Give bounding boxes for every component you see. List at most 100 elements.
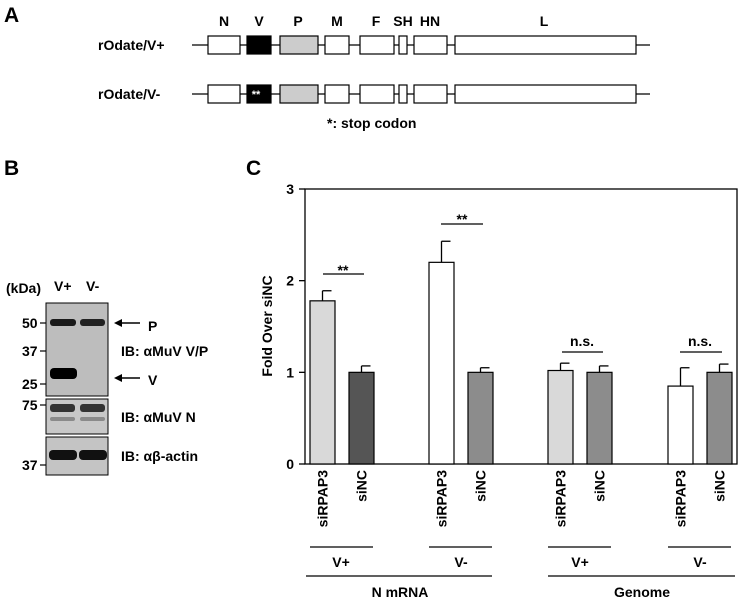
gene-box-n [207,84,241,104]
mw-markers: 50 37 25 75 37 [22,315,46,473]
panel-a: A N V P M F SH HN L rOdate/V+ rOdate/V- [4,4,650,131]
category-label-sirpap3: siRPAP3 [434,470,450,528]
mw-marker-37-actin: 37 [22,457,38,473]
gene-name-n: N [219,13,229,29]
stop-codon-footnote: *: stop codon [327,115,416,131]
arrow-v-head [114,374,122,382]
super-label-nmrna: N mRNA [372,584,429,600]
y-tick-label: 0 [286,456,294,472]
construct-label: rOdate/V- [98,86,161,102]
blot-label-actin: IB: αβ-actin [121,448,198,464]
y-tick-label: 2 [286,273,294,289]
group-label-genome-v-plus: V+ [571,554,589,570]
category-label-sinc: siNC [712,470,728,502]
gene-box-l [454,35,637,55]
group-label-nmrna-v-plus: V+ [332,554,350,570]
kda-unit-label: (kDa) [6,280,41,296]
bar-sinc [467,371,494,465]
gene-name-v: V [254,13,264,29]
bar-sinc [586,371,613,465]
bar-series [309,240,733,465]
group-label-genome-v-minus: V- [693,554,707,570]
category-label-sirpap3: siRPAP3 [315,470,331,528]
blot-label-v-p: IB: αMuV V/P [121,343,208,359]
gene-name-row: N V P M F SH HN L [219,13,549,29]
category-label-sinc: siNC [473,470,489,502]
arrow-p-head [114,319,122,327]
band-n-faint-v-plus [50,417,75,421]
gene-box-f [359,35,395,55]
lane-label-v-plus: V+ [54,278,72,294]
mw-marker-50: 50 [22,315,38,331]
sig-label-nmrna-v-plus: ** [338,262,349,278]
group-brackets: V+ V- V+ V- N mRNA Genome [306,546,735,600]
sig-label-genome-v-plus: n.s. [570,333,594,349]
category-label-sirpap3: siRPAP3 [673,470,689,528]
arrow-label-p: P [148,318,157,334]
y-tick-label: 1 [286,364,294,380]
blot-v-p [45,302,109,397]
band-p-v-plus [50,319,76,326]
band-p-v-minus [80,319,105,326]
mw-marker-75: 75 [22,397,38,413]
band-arrows: P V [114,318,158,388]
category-labels: siRPAP3 siNC siRPAP3 siNC siRPAP3 siNC siRPAP3… [315,470,728,528]
y-tick-label: 3 [286,181,294,197]
gene-box-n [207,35,241,55]
gene-box-sh [398,84,408,104]
sig-label-genome-v-minus: n.s. [688,333,712,349]
gene-name-p: P [293,13,302,29]
panel-a-letter: A [4,4,19,27]
band-v-v-plus [50,368,77,379]
panel-b-letter: B [4,157,19,180]
gene-name-l: L [540,13,549,29]
construct-v-plus: rOdate/V+ [98,35,650,55]
gene-box-v [246,35,272,55]
gene-box-v [246,84,272,104]
plot-frame [304,188,738,465]
super-label-genome: Genome [614,584,670,600]
band-actin-v-minus [79,450,107,460]
blot-labels: IB: αMuV V/P IB: αMuV N IB: αβ-actin [121,343,208,464]
gene-name-hn: HN [420,13,440,29]
gene-box-p [279,35,319,55]
category-label-sirpap3: siRPAP3 [553,470,569,528]
mw-marker-37: 37 [22,343,38,359]
gene-box-l [454,84,637,104]
gene-box-m [324,84,350,104]
band-n-v-minus [80,404,105,412]
gene-box-f [359,84,395,104]
band-n-v-plus [50,404,75,412]
category-label-sinc: siNC [592,470,608,502]
blot-label-n: IB: αMuV N [121,409,196,425]
panel-c-letter: C [246,157,261,180]
y-axis-label: Fold Over siNC [259,275,275,376]
gene-box-hn [413,84,448,104]
bar-sirpap3 [547,369,574,465]
construct-v-minus: rOdate/V- ** [98,84,650,104]
band-n-faint-v-minus [80,417,105,421]
mw-marker-25: 25 [22,376,38,392]
bar-sinc [706,371,733,465]
band-actin-v-plus [49,450,77,460]
gene-name-m: M [331,13,343,29]
category-label-sinc: siNC [354,470,370,502]
panel-b: B (kDa) V+ V- 50 37 25 75 37 [4,157,208,476]
sig-label-nmrna-v-minus: ** [457,211,468,227]
gene-box-p [279,84,319,104]
bar-sirpap3 [667,385,694,465]
construct-label: rOdate/V+ [98,37,165,53]
bar-sinc [348,371,375,465]
significance-annotations: ** ** n.s. n.s. [323,211,722,353]
y-axis: 0 1 2 3 [286,181,305,472]
bar-sirpap3 [309,300,336,465]
group-label-nmrna-v-minus: V- [454,554,468,570]
gene-box-hn [413,35,448,55]
arrow-label-v: V [148,372,158,388]
gene-box-sh [398,35,408,55]
bar-sirpap3 [428,261,455,465]
gene-box-m [324,35,350,55]
stop-codon-mark: ** [252,89,261,101]
